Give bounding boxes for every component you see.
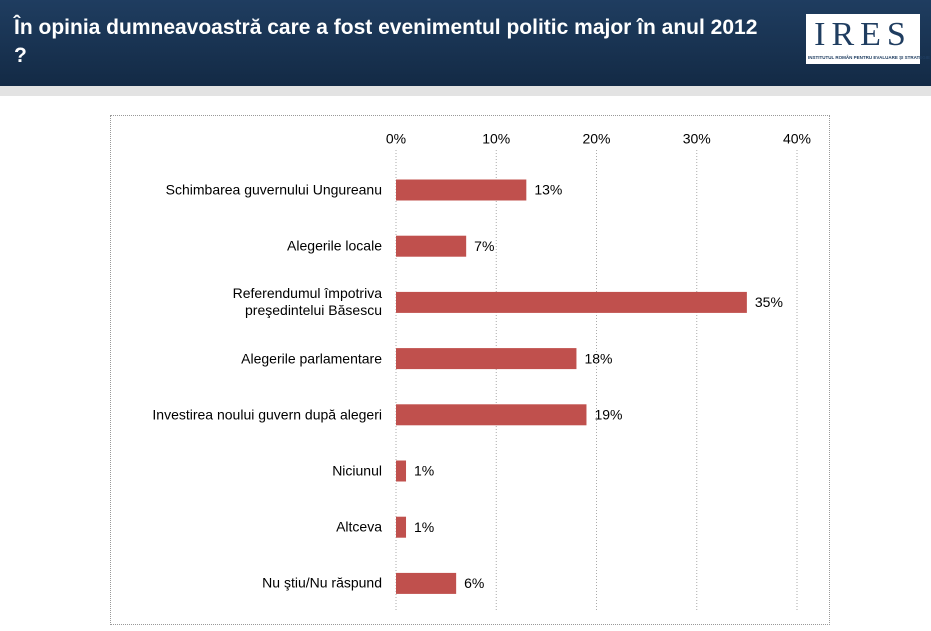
x-tick-label: 20% (582, 131, 610, 147)
category-label: Alegerile locale (287, 237, 382, 254)
category-label: Referendumul împotriva preşedintelui Băs… (232, 285, 382, 319)
bar (396, 572, 457, 594)
bar (396, 179, 527, 201)
value-label: 13% (534, 182, 562, 198)
bar (396, 291, 747, 313)
x-tick-label: 0% (386, 131, 406, 147)
bar (396, 235, 467, 257)
bar (396, 348, 577, 370)
value-label: 19% (594, 407, 622, 423)
category-label: Alegerile parlamentare (241, 350, 382, 367)
x-tick-label: 30% (683, 131, 711, 147)
category-label: Investirea noului guvern după alegeri (152, 406, 382, 423)
x-tick-label: 40% (783, 131, 811, 147)
category-label: Niciunul (332, 462, 382, 479)
header: În opinia dumneavoastră care a fost even… (0, 0, 931, 86)
bar (396, 460, 407, 482)
value-label: 35% (755, 294, 783, 310)
title: În opinia dumneavoastră care a fost even… (14, 16, 758, 67)
bar (396, 404, 587, 426)
divider (0, 86, 931, 96)
logo-tagline: INSTITUTUL ROMÂN PENTRU EVALUARE ŞI STRA… (808, 55, 931, 60)
value-label: 1% (414, 519, 434, 535)
logo-text: IRES (814, 16, 912, 53)
category-label: Schimbarea guvernului Ungureanu (165, 181, 382, 198)
value-label: 6% (464, 575, 484, 591)
category-label: Altceva (336, 518, 382, 535)
chart-frame (110, 115, 830, 625)
logo: IRES INSTITUTUL ROMÂN PENTRU EVALUARE ŞI… (806, 14, 931, 64)
bar (396, 516, 407, 538)
value-label: 7% (474, 238, 494, 254)
value-label: 1% (414, 463, 434, 479)
category-label: Nu ştiu/Nu răspund (262, 574, 382, 591)
x-tick-label: 10% (482, 131, 510, 147)
value-label: 18% (584, 350, 612, 366)
